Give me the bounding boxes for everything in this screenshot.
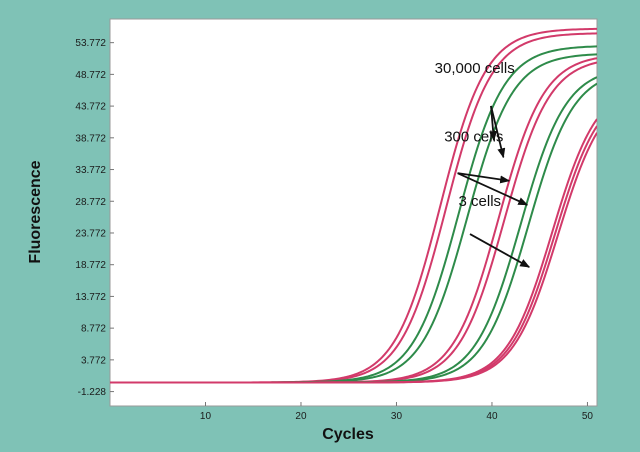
y-tick-label: 48.772 bbox=[75, 70, 106, 81]
y-tick-label: -1.228 bbox=[78, 387, 107, 398]
y-tick-label: 13.772 bbox=[75, 292, 106, 303]
annotations: 30,000 cells 300 cells 3 cells bbox=[435, 60, 531, 268]
y-axis-title: Fluorescence bbox=[27, 160, 44, 263]
y-tick-label: 18.772 bbox=[75, 260, 106, 271]
annotation-arrow bbox=[490, 105, 506, 159]
annotation-arrow bbox=[457, 172, 529, 206]
x-tick-label: 40 bbox=[486, 411, 498, 422]
x-tick-label: 30 bbox=[391, 411, 403, 422]
y-tick-label: 38.772 bbox=[75, 133, 106, 144]
x-axis: 10 20 30 40 50 bbox=[200, 402, 594, 422]
annotation-arrow bbox=[469, 233, 531, 268]
y-axis: -1.228 3.772 8.772 13.772 18.772 23.772 28.772… bbox=[75, 38, 114, 398]
y-tick-label: 33.772 bbox=[75, 165, 106, 176]
series-line-11 bbox=[110, 132, 597, 384]
x-axis-title: Cycles bbox=[322, 426, 374, 443]
y-tick-label: 23.772 bbox=[75, 228, 106, 239]
annotation-label: 30,000 cells bbox=[435, 60, 515, 77]
y-tick-label: 43.772 bbox=[75, 102, 106, 113]
x-tick-label: 50 bbox=[582, 411, 594, 422]
annotation-label: 300 cells bbox=[444, 128, 503, 145]
y-tick-label: 28.772 bbox=[75, 197, 106, 208]
series-layer bbox=[110, 27, 597, 384]
x-tick-label: 10 bbox=[200, 411, 212, 422]
annotation-arrow bbox=[457, 172, 511, 184]
y-tick-label: 3.772 bbox=[81, 355, 106, 366]
x-tick-label: 20 bbox=[295, 411, 307, 422]
annotation-label: 3 cells bbox=[459, 193, 502, 210]
y-tick-label: 8.772 bbox=[81, 324, 106, 335]
y-tick-label: 53.772 bbox=[75, 38, 106, 49]
